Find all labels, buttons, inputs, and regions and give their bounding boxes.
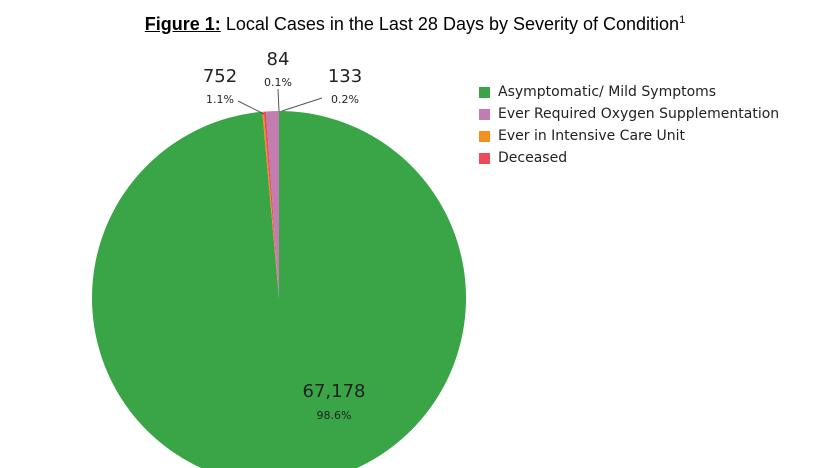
data-labels: 67,178 98.6% 752 1.1% 84 0.1% 133 0.2% [203,49,366,422]
data-label-percent-ever-required-oxygen-supplementation: 1.1% [206,93,234,106]
leader-line-deceased [281,97,323,112]
pie-slice-ever-required-oxygen-supplementation [266,111,279,298]
data-label-value-ever-required-oxygen-supplementation: 752 [203,66,237,87]
data-label-percent-ever-in-intensive-care-unit: 0.1% [264,76,292,89]
footnote-marker: 1 [679,14,686,26]
figure-title: Figure 1: Local Cases in the Last 28 Day… [0,14,830,35]
data-label-value-deceased: 133 [328,66,362,87]
legend-swatch [479,86,490,98]
data-label-percent-asymptomatic-mild-symptoms: 98.6% [317,409,352,422]
data-label-percent-deceased: 0.2% [331,93,359,106]
pie-slices [92,111,466,468]
leader-line-ever-in-intensive-care-unit [277,88,280,112]
figure-title-text: Local Cases in the Last 28 Days by Sever… [220,14,680,34]
legend-item-deceased: Deceased [479,147,779,169]
legend: Asymptomatic/ Mild Symptoms Ever Required… [479,81,779,169]
legend-label: Deceased [498,150,568,166]
legend-swatch [479,130,490,142]
pie-slice-ever-in-intensive-care-unit [262,111,279,298]
legend-label: Ever in Intensive Care Unit [498,128,686,144]
legend-swatch [479,152,490,164]
legend-label: Asymptomatic/ Mild Symptoms [498,84,717,100]
pie-slice-deceased [263,111,279,298]
pie-slice-asymptomatic-mild-symptoms [92,111,466,468]
legend-item-ever-required-oxygen-supplementation: Ever Required Oxygen Supplementation [479,103,779,125]
leader-lines [237,88,323,115]
legend-item-ever-in-intensive-care-unit: Ever in Intensive Care Unit [479,125,779,147]
legend-swatch [479,108,490,120]
legend-item-asymptomatic-mild-symptoms: Asymptomatic/ Mild Symptoms [479,81,779,103]
data-label-value-asymptomatic-mild-symptoms: 67,178 [303,381,366,402]
leader-line-ever-required-oxygen-supplementation [237,100,265,115]
figure-label: Figure 1: [144,14,221,34]
legend-label: Ever Required Oxygen Supplementation [498,106,780,122]
data-label-value-ever-in-intensive-care-unit: 84 [267,49,290,70]
